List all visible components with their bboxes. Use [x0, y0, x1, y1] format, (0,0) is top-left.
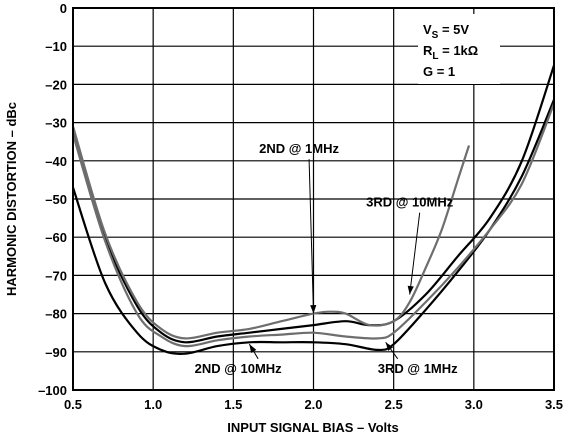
- annotation-arrowhead-3: [249, 344, 257, 353]
- condition-vs-sub: S: [432, 30, 439, 41]
- x-axis-label: INPUT SIGNAL BIAS – Volts: [227, 420, 398, 435]
- series-lines: [71, 64, 556, 355]
- y-tick-label: 0: [60, 1, 67, 16]
- annotation-label-1: 2ND @ 1MHz: [259, 141, 339, 156]
- x-tick-label: 3.0: [465, 397, 483, 412]
- y-tick-label: –40: [45, 154, 67, 169]
- condition-rl-sub: L: [432, 51, 438, 62]
- x-tick-label: 2.5: [385, 397, 403, 412]
- condition-vs-main: V: [423, 22, 432, 37]
- condition-rl-rest: = 1kΩ: [439, 43, 479, 58]
- tick-labels: 0.5 1.0 1.5 2.0 2.5 3.0 3.5 0 –10 –20 –30 –40 –50 –60…: [38, 1, 563, 412]
- y-tick-label: –80: [45, 307, 67, 322]
- y-tick-label: –90: [45, 345, 67, 360]
- x-tick-label: 1.0: [144, 397, 162, 412]
- conditions-box: VS = 5V RL = 1kΩ G = 1: [418, 14, 500, 84]
- condition-vs: VS = 5V: [423, 22, 469, 41]
- condition-vs-rest: = 5V: [438, 22, 469, 37]
- x-tick-label: 3.5: [545, 397, 563, 412]
- x-tick-label: 1.5: [224, 397, 242, 412]
- annotation-label-2: 3RD @ 10MHz: [366, 195, 454, 210]
- x-tick-label: 2.0: [304, 397, 322, 412]
- annotation-arrowhead-1: [310, 305, 317, 314]
- y-tick-label: –10: [45, 39, 67, 54]
- annotation-label-3: 2ND @ 10MHz: [195, 361, 283, 376]
- condition-rl-main: R: [423, 43, 433, 58]
- y-tick-label: –50: [45, 192, 67, 207]
- condition-rl: RL = 1kΩ: [423, 43, 478, 62]
- annotation-leader-2: [409, 212, 421, 295]
- x-tick-label: 0.5: [64, 397, 82, 412]
- y-tick-label: –70: [45, 268, 67, 283]
- annotation-arrowhead-4: [385, 342, 394, 351]
- series-line-2: [71, 126, 471, 340]
- annotation-label-4: 3RD @ 1MHz: [378, 361, 458, 376]
- y-axis-label: HARMONIC DISTORTION – dBc: [4, 102, 19, 296]
- series-line-1: [71, 64, 556, 344]
- y-tick-label: –20: [45, 77, 67, 92]
- y-tick-label: –30: [45, 116, 67, 131]
- series-line-3: [71, 99, 556, 355]
- y-tick-label: –60: [45, 230, 67, 245]
- plot-frame: [72, 7, 555, 391]
- condition-g: G = 1: [423, 64, 455, 79]
- series-line-4: [71, 103, 556, 348]
- condition-g-main: G = 1: [423, 64, 455, 79]
- annotations: 2ND @ 1MHz 3RD @ 10MHz 2ND @ 10MHz 3RD @ 1M…: [195, 141, 459, 376]
- conditions-background: [418, 14, 500, 84]
- annotation-leader-1: [308, 159, 314, 314]
- annotation-arrowhead-2: [407, 285, 414, 295]
- y-tick-label: –100: [38, 383, 67, 398]
